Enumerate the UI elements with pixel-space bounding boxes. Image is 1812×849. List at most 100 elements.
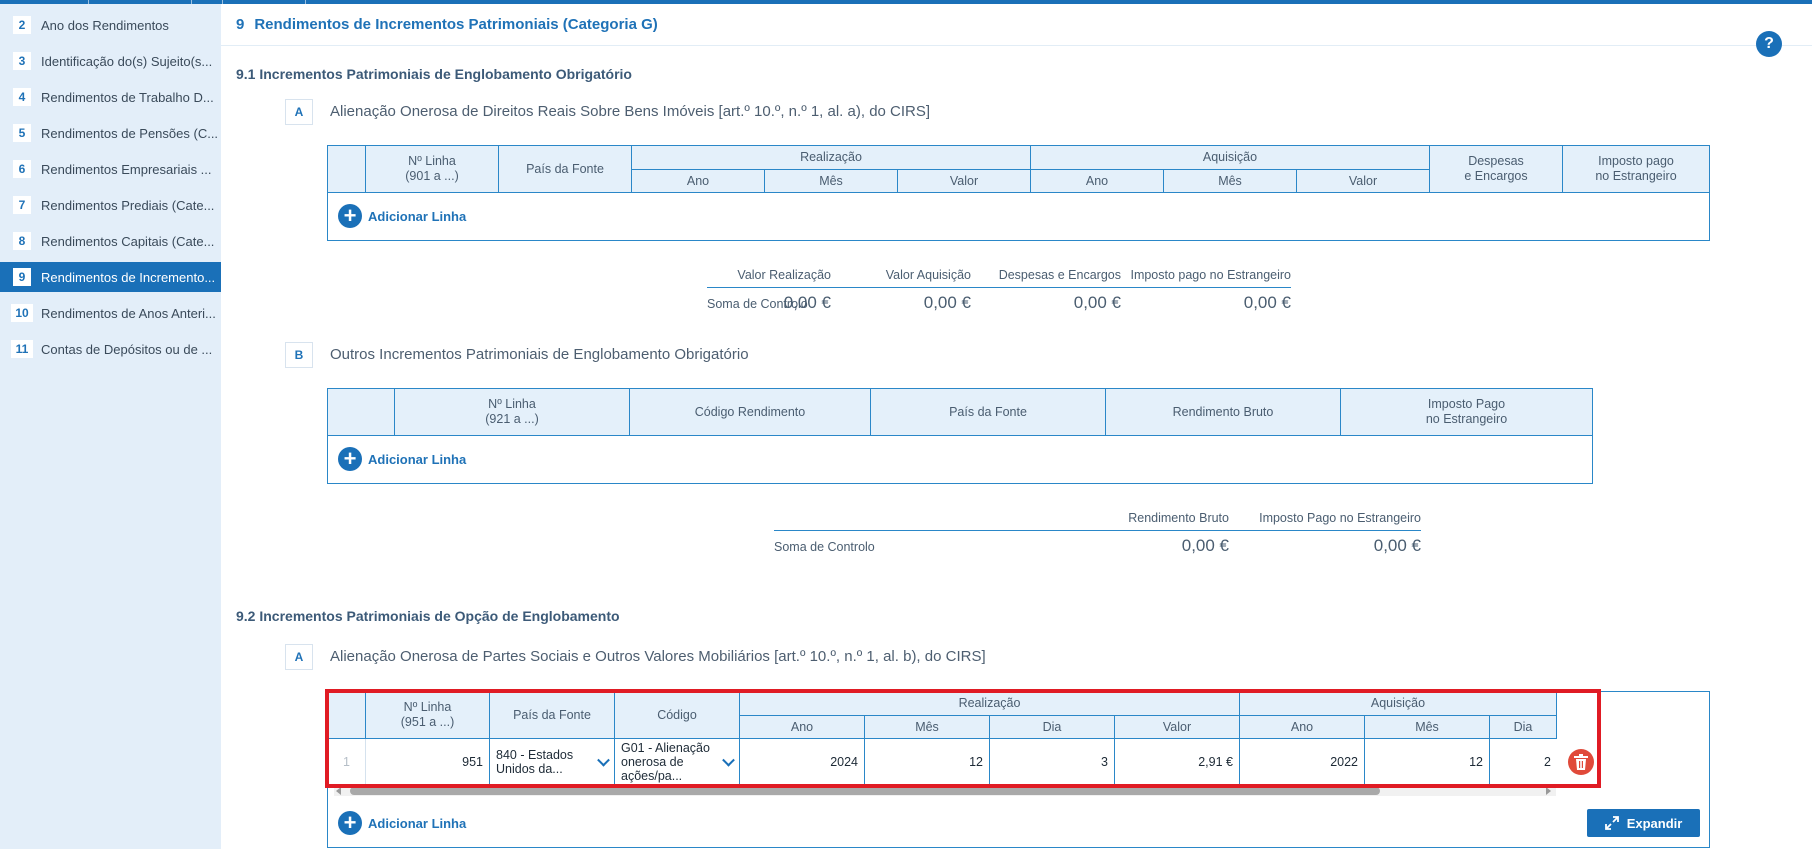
table-9-2-a: Nº Linha (951 a ...) País da Fonte Códig… [327, 691, 1710, 848]
header-codigo-rendimento: Código Rendimento [630, 389, 871, 436]
header-despesas: Despesas e Encargos [1430, 146, 1563, 193]
sidebar-item-label: Ano dos Rendimentos [41, 17, 169, 33]
control-header: Valor Aquisição [885, 268, 971, 282]
header-valor: Valor [1115, 716, 1240, 739]
sidebar-item-capitais[interactable]: 8 Rendimentos Capitais (Cate... [0, 226, 221, 256]
sidebar-item-number: 11 [11, 340, 33, 358]
header-rendimento-bruto: Rendimento Bruto [1106, 389, 1341, 436]
control-value: 0,00 € [1073, 293, 1121, 312]
chevron-down-icon [597, 753, 610, 767]
sidebar-item-incrementos[interactable]: 9 Rendimentos de Incremento... [0, 262, 221, 292]
control-value: 0,00 € [783, 293, 831, 312]
n-linha-input[interactable]: 951 [366, 739, 490, 785]
tab-divider [222, 0, 223, 4]
horizontal-scrollbar[interactable] [334, 786, 1556, 796]
add-line-label: Adicionar Linha [368, 208, 467, 224]
sidebar-item-label: Rendimentos Empresariais ... [41, 161, 212, 177]
sidebar-item-pensoes[interactable]: 5 Rendimentos de Pensões (C... [0, 118, 221, 148]
header-ano: Ano [632, 170, 765, 193]
sidebar-item-ano[interactable]: 2 Ano dos Rendimentos [0, 10, 221, 40]
header-ano: Ano [1031, 170, 1164, 193]
realizacao-mes-input[interactable]: 12 [865, 739, 990, 785]
header-n-linha: Nº Linha (901 a ...) [366, 146, 499, 193]
pais-fonte-select[interactable]: 840 - Estados Unidos da... [490, 739, 615, 785]
control-header: Imposto Pago no Estrangeiro [1259, 511, 1421, 525]
add-line-label: Adicionar Linha [368, 815, 467, 831]
sidebar-item-empresariais[interactable]: 6 Rendimentos Empresariais ... [0, 154, 221, 184]
sidebar-item-identificacao[interactable]: 3 Identificação do(s) Sujeito(s... [0, 46, 221, 76]
add-line-button[interactable]: + Adicionar Linha [338, 204, 466, 228]
control-value: 0,00 € [923, 293, 971, 312]
sidebar-item-contas-depositos[interactable]: 11 Contas de Depósitos ou de ... [0, 334, 221, 364]
expand-button[interactable]: Expandir [1587, 809, 1700, 837]
control-header: Rendimento Bruto [1128, 511, 1229, 525]
header-codigo: Código [615, 692, 740, 739]
sidebar-item-label: Rendimentos Capitais (Cate... [41, 233, 215, 249]
scroll-right-icon[interactable] [1546, 787, 1551, 795]
help-button[interactable]: ? [1756, 31, 1782, 57]
header-valor: Valor [898, 170, 1031, 193]
sidebar-item-number: 6 [13, 160, 31, 178]
subsection-title-9-2: 9.2 Incrementos Patrimoniais de Opção de… [236, 608, 620, 624]
control-value: 0,00 € [1373, 536, 1421, 555]
main-content: 9 Rendimentos de Incrementos Patrimoniais… [221, 4, 1812, 849]
tab-divider [88, 0, 89, 4]
scroll-left-icon[interactable] [336, 787, 341, 795]
part-b-label: Outros Incrementos Patrimoniais de Englo… [330, 346, 749, 363]
row-index: 1 [328, 739, 366, 785]
header-imposto: Imposto pago no Estrangeiro [1563, 146, 1709, 193]
sidebar-item-label: Identificação do(s) Sujeito(s... [41, 53, 213, 69]
header-ano: Ano [1240, 716, 1365, 739]
sidebar-item-number: 9 [13, 268, 31, 286]
header-pais-fonte: País da Fonte [490, 692, 615, 739]
sidebar-item-trabalho[interactable]: 4 Rendimentos de Trabalho D... [0, 82, 221, 112]
add-line-button[interactable]: + Adicionar Linha [338, 811, 466, 835]
header-mes: Mês [765, 170, 898, 193]
header-mes: Mês [865, 716, 990, 739]
plus-icon: + [338, 447, 362, 471]
tab-divider [305, 0, 306, 4]
realizacao-ano-input[interactable]: 2024 [740, 739, 865, 785]
aquisicao-mes-input[interactable]: 12 [1365, 739, 1490, 785]
header-pais-fonte: País da Fonte [499, 146, 632, 193]
header-mes: Mês [1164, 170, 1297, 193]
top-tab-strip [0, 0, 1812, 4]
realizacao-valor-input[interactable]: 2,91 € [1115, 739, 1240, 785]
table-header: Nº Linha (901 a ...) País da Fonte Reali… [328, 146, 1709, 193]
header-mes: Mês [1365, 716, 1490, 739]
page-title: 9 Rendimentos de Incrementos Patrimoniais… [236, 16, 658, 33]
header-ano: Ano [740, 716, 865, 739]
tab-divider [191, 0, 192, 4]
help-icon: ? [1764, 35, 1774, 52]
control-label: Soma de Controlo [774, 540, 875, 554]
aquisicao-dia-input[interactable]: 2 [1490, 739, 1557, 785]
sidebar-item-anos-anteriores[interactable]: 10 Rendimentos de Anos Anteri... [0, 298, 221, 328]
codigo-value: G01 - Alienação onerosa de ações/pa... [621, 741, 710, 783]
sidebar: 2 Ano dos Rendimentos 3 Identificação do(s… [0, 4, 221, 849]
aquisicao-ano-input[interactable]: 2022 [1240, 739, 1365, 785]
sidebar-item-number: 2 [13, 16, 31, 34]
sidebar-item-number: 10 [11, 304, 33, 322]
scrollbar-thumb[interactable] [350, 787, 1380, 795]
control-value: 0,00 € [1243, 293, 1291, 312]
part-a-label: Alienação Onerosa de Direitos Reais Sobr… [330, 103, 931, 120]
expand-label: Expandir [1626, 815, 1683, 831]
header-aquisicao: Aquisição [1240, 692, 1557, 716]
part-badge-b: B [285, 342, 313, 368]
subsection-title-9-1: 9.1 Incrementos Patrimoniais de Englobam… [236, 66, 632, 82]
sidebar-item-label: Rendimentos de Incremento... [41, 269, 216, 285]
plus-icon: + [338, 204, 362, 228]
chevron-down-icon [722, 753, 735, 767]
add-line-button[interactable]: + Adicionar Linha [338, 447, 466, 471]
control-value: 0,00 € [1181, 536, 1229, 555]
header-pais-fonte: País da Fonte [871, 389, 1106, 436]
row-index-header [328, 389, 395, 436]
sidebar-item-label: Rendimentos de Trabalho D... [41, 89, 214, 105]
table-header: Nº Linha (921 a ...) Código Rendimento P… [328, 389, 1592, 436]
codigo-select[interactable]: G01 - Alienação onerosa de ações/pa... [615, 739, 740, 785]
realizacao-dia-input[interactable]: 3 [990, 739, 1115, 785]
delete-row-button[interactable] [1568, 749, 1594, 775]
row-index-header [328, 146, 366, 193]
sidebar-item-prediais[interactable]: 7 Rendimentos Prediais (Cate... [0, 190, 221, 220]
control-header: Despesas e Encargos [998, 268, 1121, 282]
